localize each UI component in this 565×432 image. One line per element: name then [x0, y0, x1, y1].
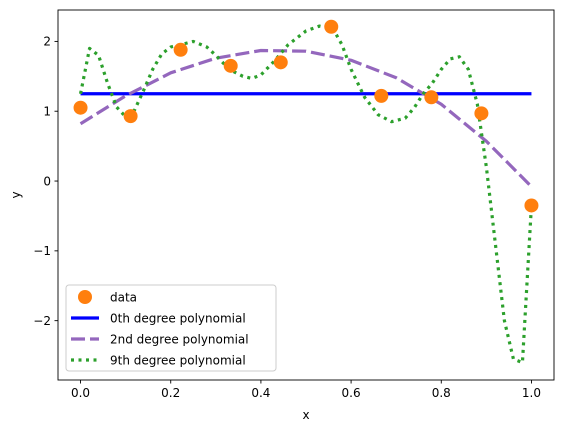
data-point [424, 90, 439, 105]
y-tick-label: −2 [33, 314, 51, 328]
chart-marks [73, 19, 539, 365]
legend-label: data [110, 290, 137, 304]
y-axis-label: y [9, 191, 23, 198]
legend-box [65, 284, 277, 372]
x-tick-label: 0.6 [342, 386, 361, 400]
series-line-2 [78, 24, 534, 365]
x-tick-label: 1.0 [522, 386, 541, 400]
data-point [173, 42, 188, 57]
legend-label: 2nd degree polynomial [110, 332, 249, 346]
legend-label: 9th degree polynomial [110, 353, 246, 367]
legend-marker-data [78, 290, 92, 304]
y-tick-label: −1 [33, 244, 51, 258]
data-point [73, 100, 88, 115]
data-point [273, 55, 288, 70]
data-point [374, 88, 389, 103]
plot-frame [57, 9, 555, 381]
y-tick-label: 0 [43, 174, 51, 188]
legend: data 0th degree polynomial 2nd degree poly… [65, 284, 277, 372]
x-tick-label: 0.8 [432, 386, 451, 400]
data-point [524, 198, 539, 213]
data-point [223, 58, 238, 73]
x-axis-ticks: 0.0 0.2 0.4 0.6 0.8 1.0 [71, 380, 541, 400]
y-axis-ticks: −2 −1 0 1 2 [33, 35, 58, 328]
x-tick-label: 0.4 [251, 386, 270, 400]
x-tick-label: 0.0 [71, 386, 90, 400]
data-point [324, 19, 339, 34]
x-axis-label: x [302, 408, 309, 422]
series-line-1 [79, 48, 533, 188]
data-point [474, 106, 489, 121]
legend-label: 0th degree polynomial [110, 311, 246, 325]
x-tick-label: 0.2 [161, 386, 180, 400]
data-point [123, 109, 138, 124]
y-tick-label: 2 [43, 35, 51, 49]
y-tick-label: 1 [43, 105, 51, 119]
